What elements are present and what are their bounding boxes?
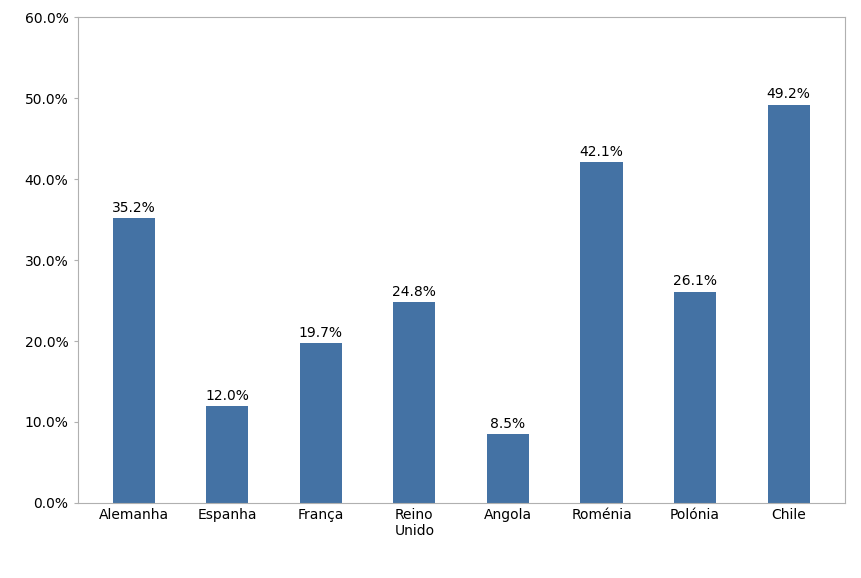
Bar (579, 162, 622, 503)
Bar (300, 343, 342, 503)
Bar (486, 434, 529, 503)
Text: 12.0%: 12.0% (205, 388, 249, 402)
Text: 42.1%: 42.1% (579, 145, 623, 159)
Text: 35.2%: 35.2% (112, 201, 155, 215)
Text: 19.7%: 19.7% (299, 326, 343, 340)
Bar (673, 292, 715, 503)
Text: 24.8%: 24.8% (392, 285, 436, 299)
Text: 8.5%: 8.5% (490, 417, 525, 431)
Bar (113, 218, 155, 503)
Bar (206, 406, 248, 503)
Text: 49.2%: 49.2% (765, 87, 809, 102)
Bar (766, 105, 808, 503)
Bar (393, 302, 435, 503)
Text: 26.1%: 26.1% (672, 275, 716, 288)
